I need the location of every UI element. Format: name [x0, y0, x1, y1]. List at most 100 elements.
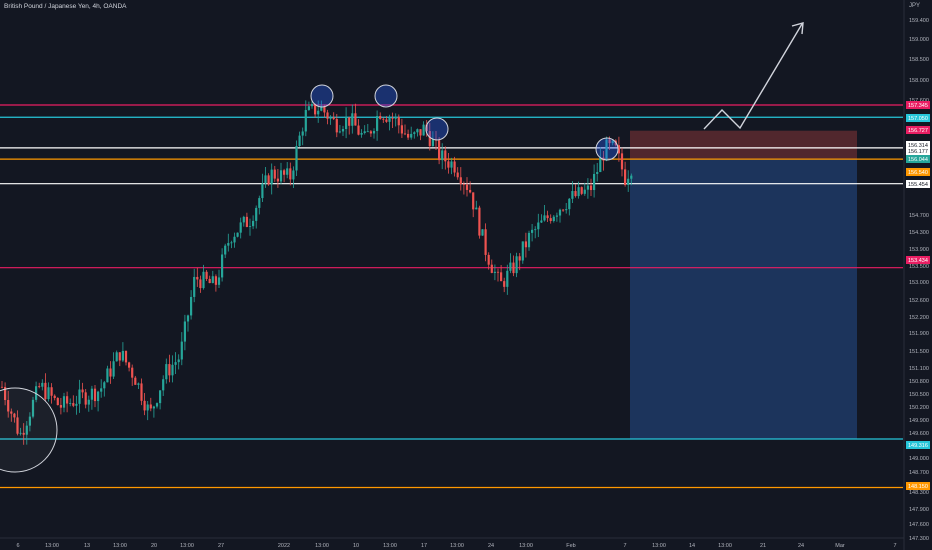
low-ellipse — [0, 387, 58, 473]
candle-body — [596, 172, 599, 174]
time-axis: 6 13:00 13 13:00 20 13:00 27 2022 13:00 10 13:00 17… — [0, 537, 904, 549]
candle-body — [183, 321, 186, 342]
price-tick-label: 151.900 — [909, 331, 929, 337]
candle-body — [301, 131, 304, 136]
candle-body — [128, 362, 131, 368]
candle-body — [593, 173, 596, 191]
candle-body — [521, 241, 524, 261]
candle-body — [258, 198, 261, 208]
candle-body — [608, 139, 611, 144]
candle-body — [394, 117, 397, 119]
candle-body — [149, 404, 152, 409]
candle-body — [16, 417, 19, 434]
candle-body — [428, 131, 431, 147]
price-tag-label: 148.150 — [908, 484, 928, 490]
candle-body — [469, 189, 472, 193]
time-tick-label: 13:00 — [45, 543, 59, 549]
candle-body — [493, 271, 496, 273]
candle-body — [388, 117, 391, 122]
candle-body — [97, 391, 100, 402]
candle-body — [419, 129, 422, 136]
price-tag: 148.150 — [906, 482, 930, 490]
candle-body — [69, 403, 72, 404]
candle-body — [326, 112, 329, 119]
candle-body — [558, 209, 562, 216]
price-tick-label: 148.700 — [909, 470, 929, 476]
candle-body — [447, 161, 450, 168]
candle-body — [524, 241, 527, 248]
candle-body — [534, 229, 537, 231]
price-tick-label: 150.800 — [909, 379, 929, 385]
price-tag-box — [906, 441, 930, 449]
price-tag-box — [906, 126, 930, 134]
candle-body — [124, 350, 128, 363]
candle-body — [165, 364, 168, 380]
pattern-circle — [310, 84, 334, 108]
candle-body — [410, 133, 413, 138]
price-tag: 155.454 — [906, 180, 930, 188]
price-tick-label: 150.200 — [909, 405, 929, 411]
candle-body — [13, 413, 16, 418]
candle-body — [475, 207, 478, 210]
price-tick-label: 152.200 — [909, 315, 929, 321]
candle-body — [261, 183, 264, 199]
candle-body — [267, 175, 270, 185]
candle-body — [354, 113, 357, 126]
candle-body — [515, 256, 518, 274]
candle-body — [121, 350, 124, 361]
candle-body — [131, 367, 134, 378]
candle-body — [478, 207, 481, 236]
time-tick-label: 13:00 — [652, 543, 666, 549]
candle-body — [264, 175, 267, 184]
price-tag-box — [906, 141, 930, 149]
candle-body — [208, 278, 211, 284]
candle-body — [62, 396, 66, 408]
candle-body — [230, 242, 233, 244]
candle-body — [500, 272, 503, 282]
time-tick-label: 6 — [16, 543, 19, 549]
candle-body — [391, 117, 394, 119]
price-tag-label: 157.345 — [908, 103, 928, 109]
time-tick-label: 24 — [488, 543, 494, 549]
candle-body — [413, 132, 416, 134]
candle-body — [366, 131, 369, 133]
pattern-circle — [425, 117, 449, 141]
price-tick-label: 151.100 — [909, 366, 929, 372]
price-tag-label: 156.540 — [908, 170, 928, 176]
candle-body — [22, 432, 25, 435]
candle-body — [329, 117, 332, 119]
price-tag-box — [906, 147, 930, 155]
candle-body — [465, 184, 469, 190]
candle-body — [627, 178, 630, 185]
candle-body — [605, 139, 608, 161]
candle-body — [7, 400, 10, 412]
price-tag-label: 155.454 — [908, 182, 928, 188]
candle-body — [586, 185, 589, 190]
candle-body — [103, 382, 106, 389]
candle-body — [72, 403, 75, 406]
candle-body — [509, 262, 512, 271]
price-axis: 159.400159.000158.500158.000157.600156.4… — [903, 0, 930, 550]
candle-body — [217, 277, 221, 285]
candle-body — [35, 386, 38, 400]
candle-body — [214, 276, 217, 285]
price-tag: 157.050 — [906, 114, 930, 122]
candle-body — [562, 209, 565, 211]
candle-body — [496, 271, 500, 273]
candle-body — [143, 400, 146, 411]
candle-body — [518, 256, 521, 261]
candle-body — [252, 220, 255, 227]
candle-body — [78, 389, 81, 404]
candle-body — [543, 215, 546, 221]
price-tag: 153.434 — [906, 256, 930, 264]
symbol-title: British Pound / Japanese Yen, 4h, OANDA — [4, 3, 127, 10]
candle-body — [236, 232, 239, 237]
candle-body — [357, 125, 360, 135]
candle-body — [87, 399, 90, 405]
time-tick-label: 13:00 — [718, 543, 732, 549]
candle-body — [335, 119, 338, 133]
time-tick-label: 7 — [893, 543, 896, 549]
candle-body — [574, 191, 577, 197]
